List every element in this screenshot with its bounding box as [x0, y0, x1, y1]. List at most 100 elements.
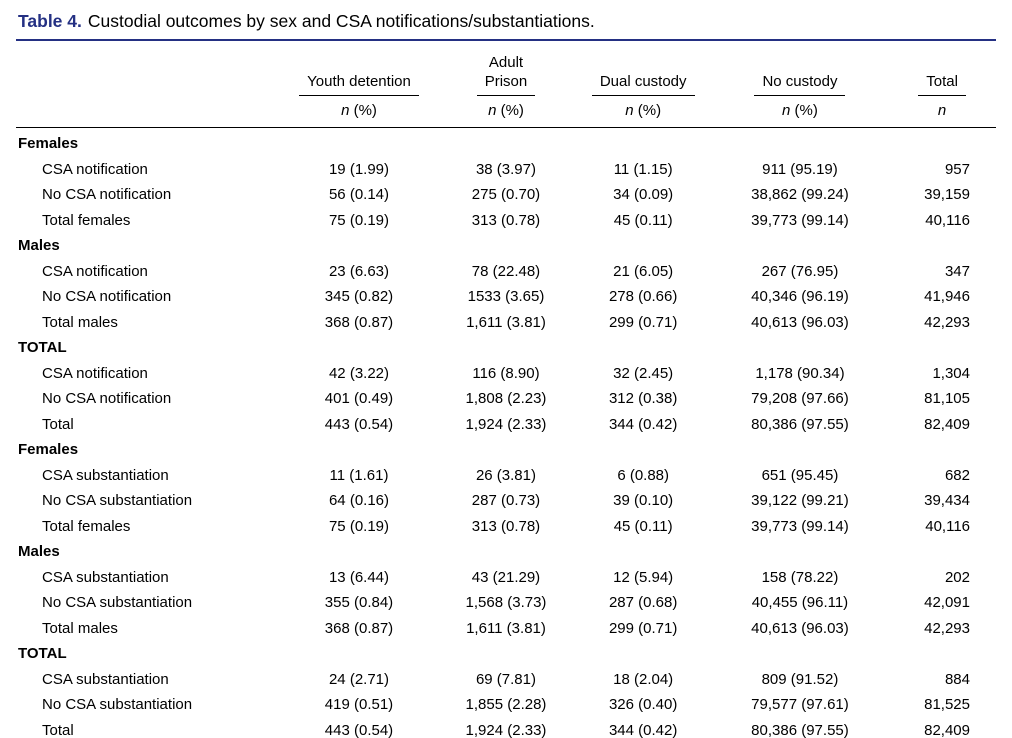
table-title: Table 4. Custodial outcomes by sex and CS… — [18, 10, 996, 33]
row-label: Total females — [42, 211, 131, 229]
cell-value: 1,808 (2.23) — [465, 390, 547, 408]
cell-value: 11 (1.15) — [613, 160, 673, 178]
table-row: Total males 368 (0.87) 1,611 (3.81) 299 (0.… — [16, 310, 996, 336]
cell-value: 299 (0.71) — [608, 619, 678, 637]
cell-value: 13 (6.44) — [328, 568, 390, 586]
cell-value: 12 (5.94) — [613, 568, 674, 586]
table-row: Total females 75 (0.19) 313 (0.78) 45 (0.11… — [16, 514, 996, 540]
table-row: Total males 368 (0.87) 1,611 (3.81) 299 (0.… — [16, 616, 996, 642]
column-subheader: n (%) — [711, 96, 889, 129]
column-header-label: Adult Prison — [476, 54, 536, 97]
cell-value: 11 (1.61) — [329, 466, 389, 484]
cell-value: 344 (0.42) — [608, 415, 678, 433]
table-row: Males — [16, 539, 996, 565]
row-label: No CSA notification — [42, 186, 172, 204]
table-row: No CSA substantiation 355 (0.84) 1,568 (3.… — [16, 590, 996, 616]
row-label: Total males — [42, 313, 118, 331]
row-label: Total — [42, 721, 74, 738]
column-header-cell: Youth detention — [281, 50, 438, 97]
section-header: TOTAL — [18, 339, 67, 357]
row-label: Total — [42, 415, 74, 433]
subheader-row: n (%) n (%) n (%) n (%) n — [16, 96, 996, 129]
cell-value: 313 (0.78) — [471, 211, 541, 229]
row-label: CSA substantiation — [42, 670, 169, 688]
row-label: CSA substantiation — [42, 466, 169, 484]
table-row: TOTAL — [16, 335, 996, 361]
table-row: Females — [16, 128, 996, 157]
cell-total: 682 — [944, 466, 970, 484]
section-header: Males — [18, 237, 60, 255]
cell-value: 443 (0.54) — [324, 415, 394, 433]
cell-value: 38 (3.97) — [475, 160, 536, 178]
outcomes-table: Youth detention Adult Prison Dual custody No… — [16, 50, 996, 738]
column-header-label: Total — [918, 73, 966, 97]
row-label: No CSA substantiation — [42, 594, 193, 612]
table-body: Females CSA notification 19 (1.99) 38 (3.97… — [16, 128, 996, 738]
cell-value: 275 (0.70) — [471, 186, 541, 204]
cell-value: 278 (0.66) — [608, 288, 678, 306]
cell-value: 267 (76.95) — [761, 262, 839, 280]
section-header: TOTAL — [18, 645, 67, 663]
cell-value: 368 (0.87) — [324, 619, 394, 637]
cell-value: 1,611 (3.81) — [466, 313, 546, 331]
cell-value: 299 (0.71) — [608, 313, 678, 331]
column-subheader: n — [888, 96, 996, 129]
cell-value: 79,577 (97.61) — [751, 696, 849, 714]
cell-value: 43 (21.29) — [471, 568, 541, 586]
table-number: Table 4. — [18, 11, 82, 31]
cell-value: 287 (0.68) — [608, 594, 678, 612]
cell-value: 38,862 (99.24) — [751, 186, 849, 204]
title-rule — [16, 38, 996, 41]
cell-value: 313 (0.78) — [471, 517, 541, 535]
section-header: Females — [18, 135, 79, 153]
cell-value: 45 (0.11) — [613, 517, 673, 535]
cell-value: 23 (6.63) — [328, 262, 390, 280]
cell-value: 116 (8.90) — [472, 364, 540, 382]
cell-total: 40,116 — [925, 517, 970, 535]
column-header-cell: No custody — [712, 50, 888, 97]
section-header: Males — [18, 543, 60, 561]
column-header-label: No custody — [754, 73, 846, 97]
table-caption: Custodial outcomes by sex and CSA notifi… — [87, 11, 595, 31]
column-header-cell: Adult Prison — [437, 50, 574, 97]
row-label: No CSA substantiation — [42, 492, 193, 510]
cell-total: 82,409 — [924, 415, 970, 433]
table-row: No CSA substantiation 64 (0.16) 287 (0.73)… — [16, 488, 996, 514]
cell-total: 1,304 — [932, 364, 970, 382]
cell-value: 419 (0.51) — [324, 696, 394, 714]
cell-value: 355 (0.84) — [324, 594, 394, 612]
row-label: CSA notification — [42, 262, 148, 280]
cell-total: 82,409 — [924, 721, 970, 738]
cell-value: 344 (0.42) — [608, 721, 678, 738]
cell-value: 158 (78.22) — [761, 568, 839, 586]
cell-total: 42,293 — [924, 313, 970, 331]
cell-value: 1,178 (90.34) — [755, 364, 845, 382]
table-row: No CSA notification 56 (0.14) 275 (0.70) 34… — [16, 182, 996, 208]
cell-total: 42,091 — [924, 594, 970, 612]
row-label: Total males — [42, 619, 118, 637]
cell-value: 80,386 (97.55) — [751, 721, 849, 738]
cell-value: 1,611 (3.81) — [466, 619, 546, 637]
row-label-column-header — [16, 50, 281, 97]
subheader-empty — [16, 96, 281, 129]
cell-value: 39,122 (99.21) — [751, 492, 849, 510]
row-label: No CSA notification — [42, 288, 172, 306]
table-row: CSA notification 19 (1.99) 38 (3.97) 11 (1.… — [16, 157, 996, 183]
cell-total: 81,525 — [924, 696, 970, 714]
cell-total: 39,159 — [924, 186, 970, 204]
cell-total: 884 — [944, 670, 970, 688]
cell-value: 443 (0.54) — [324, 721, 394, 738]
cell-value: 401 (0.49) — [324, 390, 394, 408]
cell-total: 42,293 — [924, 619, 970, 637]
cell-value: 75 (0.19) — [328, 211, 390, 229]
column-header-cell: Total — [888, 50, 996, 97]
cell-value: 79,208 (97.66) — [751, 390, 849, 408]
cell-value: 32 (2.45) — [613, 364, 674, 382]
cell-value: 911 (95.19) — [762, 160, 838, 178]
cell-value: 69 (7.81) — [475, 670, 536, 688]
table-row: Males — [16, 233, 996, 259]
row-label: CSA notification — [42, 364, 148, 382]
cell-value: 40,613 (96.03) — [751, 619, 849, 637]
cell-value: 1,855 (2.28) — [465, 696, 547, 714]
column-subheader: n (%) — [437, 96, 575, 129]
